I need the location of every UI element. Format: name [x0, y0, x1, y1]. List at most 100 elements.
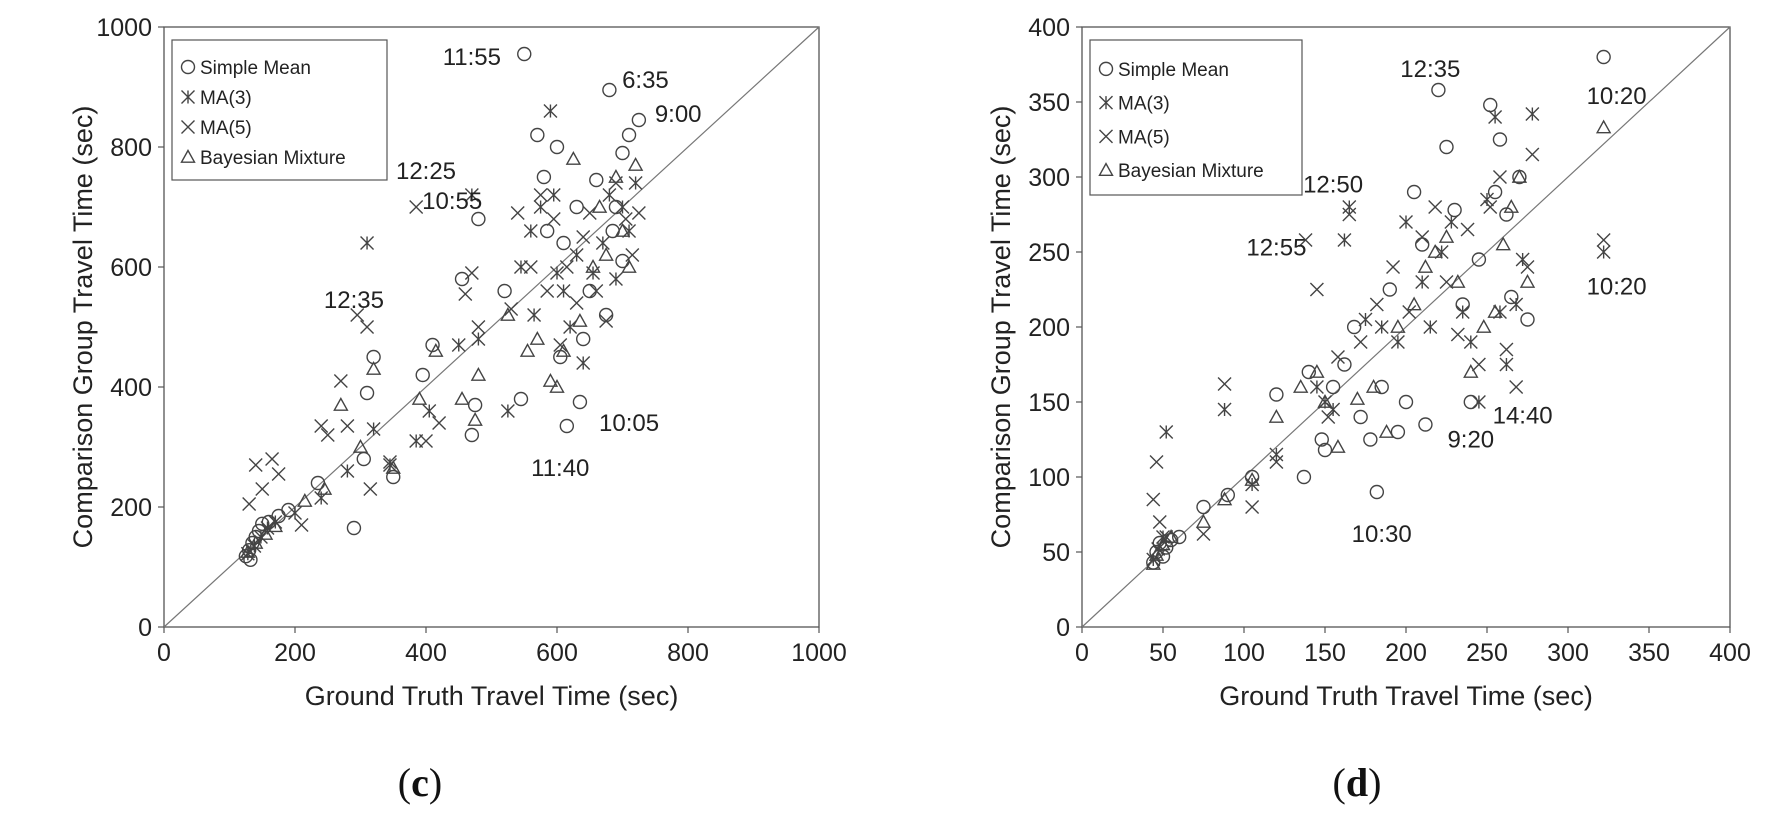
data-point-circle — [497, 283, 512, 299]
data-point-circle — [1374, 379, 1389, 395]
data-point-cross — [1525, 147, 1540, 162]
series-asterisk — [240, 104, 643, 561]
data-point-circle — [1596, 49, 1611, 65]
data-point-cross — [464, 266, 479, 280]
data-point-circle — [621, 127, 637, 143]
series-cross — [242, 176, 646, 532]
data-point-triangle — [1463, 364, 1479, 378]
data-point-asterisk — [1415, 275, 1430, 289]
point-annotation: 12:35 — [1400, 56, 1460, 83]
legend-label: MA(5) — [200, 118, 252, 139]
data-point-cross — [294, 518, 309, 532]
data-point-asterisk — [546, 188, 561, 202]
data-point-asterisk — [464, 188, 479, 202]
data-point-triangle — [316, 481, 333, 495]
data-point-asterisk — [314, 491, 329, 505]
point-annotation: 10:55 — [422, 188, 482, 215]
data-point-cross — [576, 230, 591, 244]
data-point-cross — [1330, 350, 1345, 364]
x-tick-label: 600 — [536, 639, 578, 667]
data-point-circle — [1471, 252, 1487, 267]
data-point-circle — [602, 82, 617, 98]
point-annotation: 10:05 — [599, 410, 659, 437]
x-axis-label: Ground Truth Travel Time (sec) — [305, 681, 679, 711]
data-point-cross — [1415, 230, 1430, 244]
data-point-cross — [320, 428, 335, 442]
data-point-circle — [513, 391, 529, 407]
data-point-asterisk — [360, 236, 375, 250]
data-point-circle — [1414, 237, 1430, 252]
data-point-cross — [504, 302, 519, 316]
data-point-triangle — [1427, 244, 1443, 258]
data-point-triangle — [1244, 472, 1260, 486]
data-point-triangle — [1406, 296, 1422, 311]
data-point-circle — [1382, 282, 1398, 297]
data-point-cross — [553, 338, 568, 352]
data-point-triangle — [1487, 304, 1503, 318]
data-point-cross — [540, 284, 555, 298]
series-cross — [1146, 147, 1611, 544]
data-point-cross — [350, 308, 365, 322]
data-point-triangle — [621, 259, 637, 273]
data-point-triangle — [627, 157, 644, 171]
data-point-triangle — [1145, 556, 1161, 570]
data-point-asterisk — [615, 200, 630, 214]
data-point-asterisk — [523, 224, 538, 238]
data-point-asterisk — [527, 308, 542, 322]
data-point-asterisk — [422, 404, 437, 418]
data-point-asterisk — [576, 356, 591, 370]
data-point-triangle — [585, 259, 601, 273]
data-point-asterisk — [288, 506, 302, 520]
data-point-circle — [1492, 132, 1508, 147]
data-point-cross — [1520, 260, 1535, 274]
data-point-cross — [533, 188, 548, 202]
x-tick-label: 350 — [1628, 639, 1670, 667]
data-point-triangle — [1495, 236, 1511, 251]
data-point-cross — [1353, 335, 1368, 349]
data-point-circle — [1269, 387, 1284, 402]
data-point-circle — [1483, 97, 1498, 113]
data-point-cross — [1499, 342, 1514, 357]
data-point-triangle — [333, 397, 349, 411]
data-point-circle — [1296, 469, 1312, 485]
x-tick-label: 200 — [274, 639, 316, 667]
data-point-triangle — [1595, 119, 1612, 134]
data-point-triangle — [1349, 391, 1366, 405]
data-point-circle — [1439, 139, 1454, 155]
data-point-triangle — [1195, 514, 1212, 528]
data-point-cross — [1321, 410, 1336, 424]
series-triangle — [1145, 119, 1612, 570]
data-point-cross — [333, 374, 348, 388]
data-point-asterisk — [1358, 312, 1373, 327]
data-point-asterisk — [550, 266, 564, 280]
data-point-cross — [589, 284, 604, 298]
plot-frame — [163, 26, 820, 628]
data-point-circle — [1171, 529, 1187, 545]
data-point-triangle — [1309, 364, 1325, 378]
data-point-triangle — [1216, 491, 1233, 506]
legend: Simple Mean MA(3) MA(5) Bayesian Mixture — [171, 39, 388, 181]
data-point-triangle — [519, 343, 536, 357]
data-point-circle — [415, 367, 430, 383]
legend-label: MA(5) — [1118, 127, 1170, 148]
data-point-cross — [1369, 297, 1384, 312]
data-point-cross — [458, 287, 473, 301]
data-point-circle — [471, 211, 486, 227]
data-point-cross — [559, 260, 574, 274]
legend-label: Bayesian Mixture — [1118, 161, 1264, 182]
x-axis-label: Ground Truth Travel Time (sec) — [1219, 681, 1593, 711]
data-point-cross — [625, 248, 640, 262]
data-point-triangle — [1438, 229, 1455, 243]
data-point-triangle — [608, 169, 624, 183]
data-point-asterisk — [1596, 245, 1611, 259]
y-tick-label: 1000 — [96, 14, 152, 42]
data-point-cross — [1439, 275, 1454, 289]
legend-marker-asterisk — [181, 90, 195, 104]
data-point-asterisk — [1423, 320, 1438, 334]
data-point-asterisk — [1326, 402, 1341, 417]
data-point-circle — [598, 307, 614, 323]
data-point-triangle — [1155, 536, 1171, 551]
data-point-asterisk — [340, 464, 355, 478]
data-point-asterisk — [595, 236, 610, 250]
data-point-cross — [432, 416, 447, 430]
